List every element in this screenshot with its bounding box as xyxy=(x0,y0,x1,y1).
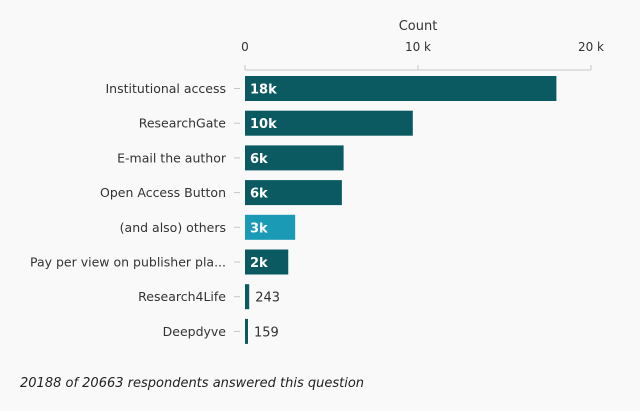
respondents-footnote: 20188 of 20663 respondents answered this… xyxy=(20,376,365,391)
category-label: Deepdyve xyxy=(163,324,227,339)
bar xyxy=(245,180,342,206)
category-label: E-mail the author xyxy=(117,150,227,165)
bar xyxy=(245,110,413,136)
category-label: (and also) others xyxy=(120,220,226,235)
bar-chart: Count 0 10 k 20 k Institutional access 18k Res… xyxy=(30,19,604,344)
bar xyxy=(245,145,344,171)
category-label: Open Access Button xyxy=(100,185,226,200)
x-tick-label: 20 k xyxy=(578,40,604,54)
bar-value-label: 159 xyxy=(254,325,279,340)
bar-value-label: 6k xyxy=(250,187,268,202)
bar-value-label: 6k xyxy=(250,152,268,167)
bar xyxy=(245,318,248,344)
bar-value-label: 2k xyxy=(250,256,268,271)
category-label: Research4Life xyxy=(138,289,226,304)
bar xyxy=(245,284,250,310)
x-axis-title: Count xyxy=(399,19,438,34)
bar-value-label: 243 xyxy=(255,291,280,306)
x-tick-label: 0 xyxy=(241,40,249,54)
bar xyxy=(245,214,296,240)
bar-value-label: 18k xyxy=(250,83,277,98)
bar xyxy=(245,76,557,101)
category-label: Institutional access xyxy=(106,81,227,96)
bar-value-label: 10k xyxy=(250,117,277,132)
bar-value-label: 3k xyxy=(250,221,268,236)
category-label: Pay per view on publisher pla... xyxy=(30,255,226,270)
bar xyxy=(245,249,289,275)
category-label: ResearchGate xyxy=(139,116,227,131)
x-tick-label: 10 k xyxy=(405,40,431,54)
